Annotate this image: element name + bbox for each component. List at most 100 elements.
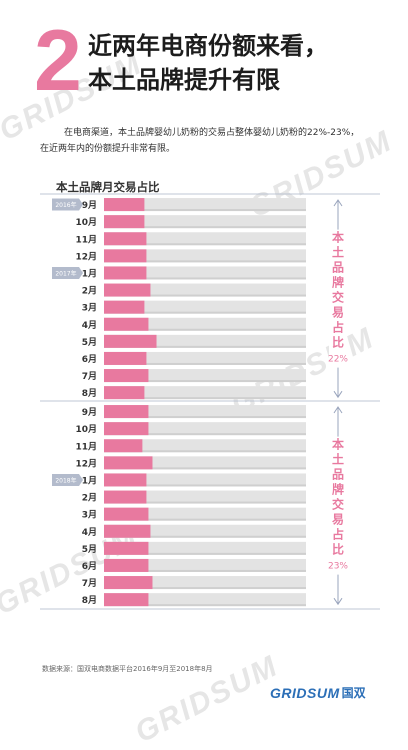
month-label: 9月: [82, 407, 97, 418]
month-label: 1月: [82, 268, 97, 279]
svg-text:比: 比: [332, 542, 344, 557]
year-badge: [52, 198, 83, 211]
bar: [104, 386, 145, 400]
bar-track-shadow: [104, 450, 306, 453]
svg-text:占: 占: [332, 320, 344, 335]
bar-track: [104, 576, 306, 590]
year-label: 2016年: [55, 201, 76, 209]
bar: [104, 198, 145, 212]
chart-title: 本土品牌月交易占比: [56, 180, 160, 194]
bar-track: [104, 439, 306, 453]
year-label: 2017年: [55, 269, 76, 277]
bar-track-shadow: [104, 552, 306, 555]
bar-track: [104, 300, 306, 314]
bar: [104, 593, 149, 607]
bar: [104, 422, 149, 436]
year-badge: [52, 266, 83, 279]
arrow-up-icon: [333, 199, 343, 207]
bar: [104, 300, 145, 314]
bar: [104, 439, 143, 453]
month-label: 10月: [75, 424, 97, 435]
svg-text:土: 土: [332, 245, 344, 260]
bar: [104, 456, 153, 470]
bar-track: [104, 283, 306, 297]
bar-track-shadow: [104, 277, 306, 280]
bar-track: [104, 198, 306, 212]
bar: [104, 507, 149, 521]
svg-text:牌: 牌: [332, 275, 344, 290]
intro-paragraph: 在电商渠道，本土品牌婴幼儿奶粉的交易占整体婴幼儿奶粉的22%-23%， 在近两年…: [40, 125, 380, 157]
intro-line-1: 在电商渠道，本土品牌婴幼儿奶粉的交易占整体婴幼儿奶粉的22%-23%，: [64, 128, 360, 138]
year-badge: [52, 473, 83, 486]
bar-track: [104, 558, 306, 572]
bar-track-shadow: [104, 484, 306, 487]
bar-track: [104, 317, 306, 331]
month-label: 10月: [75, 217, 97, 228]
month-label: 2月: [82, 493, 97, 504]
svg-text:22%: 22%: [328, 355, 348, 365]
month-label: 5月: [82, 337, 97, 348]
bar-track: [104, 215, 306, 229]
svg-text:易: 易: [332, 513, 344, 527]
month-label: 7月: [82, 371, 97, 382]
arrow-up-icon: [333, 406, 343, 414]
bar: [104, 473, 147, 487]
bar-track: [104, 490, 306, 504]
bar-track-shadow: [104, 243, 306, 246]
month-label: 1月: [82, 475, 97, 486]
bar: [104, 558, 149, 572]
month-label: 3月: [82, 303, 97, 314]
bar: [104, 249, 147, 263]
bar-track-shadow: [104, 362, 306, 365]
month-label: 4月: [82, 320, 97, 331]
bar-track-shadow: [104, 209, 306, 212]
month-label: 3月: [82, 510, 97, 521]
bar-track: [104, 266, 306, 280]
bar: [104, 334, 157, 348]
svg-text:占: 占: [332, 527, 344, 542]
svg-text:交: 交: [332, 290, 344, 305]
month-label: 8月: [82, 595, 97, 606]
bar-track-shadow: [104, 380, 306, 383]
bar: [104, 405, 149, 419]
brand-logo: GRIDSUM 国双: [270, 684, 366, 701]
annotation-bg: [329, 229, 347, 368]
month-label: 5月: [82, 544, 97, 555]
month-label: 12月: [75, 251, 97, 262]
month-label: 11月: [75, 441, 97, 452]
bar: [104, 215, 145, 229]
bar-track-shadow: [104, 569, 306, 572]
bar: [104, 232, 147, 246]
bar: [104, 283, 151, 297]
arrow-down-icon: [333, 390, 343, 399]
month-label: 11月: [75, 234, 97, 245]
svg-text:土: 土: [332, 452, 344, 467]
bar-track-shadow: [104, 467, 306, 470]
bar-track: [104, 473, 306, 487]
bar-track: [104, 369, 306, 383]
month-label: 12月: [75, 458, 97, 469]
month-label: 6月: [82, 561, 97, 572]
month-label: 9月: [82, 200, 97, 211]
svg-text:交: 交: [332, 497, 344, 512]
bar-track: [104, 422, 306, 436]
bar-track-shadow: [104, 328, 306, 331]
bar-chart: 9月 2016年 10月 11月 12月 1月 2017年 2月 3月 4月 5月 6月 7月 8月 本土品…: [40, 193, 380, 610]
bar: [104, 541, 149, 555]
bar-track: [104, 249, 306, 263]
bar-track: [104, 456, 306, 470]
bar-track-shadow: [104, 587, 306, 590]
bar: [104, 369, 149, 383]
data-source-note: 数据来源：国双电商数据平台2016年9月至2018年8月: [42, 665, 213, 673]
svg-text:23%: 23%: [328, 562, 348, 572]
bar-track-shadow: [104, 518, 306, 521]
page-title-line-2: 本土品牌提升有限: [88, 66, 280, 94]
bar-track-shadow: [104, 501, 306, 504]
month-label: 7月: [82, 578, 97, 589]
bar-track-shadow: [104, 226, 306, 229]
month-label: 4月: [82, 527, 97, 538]
svg-text:本: 本: [332, 437, 344, 452]
bar: [104, 317, 149, 331]
bar-track-shadow: [104, 535, 306, 538]
